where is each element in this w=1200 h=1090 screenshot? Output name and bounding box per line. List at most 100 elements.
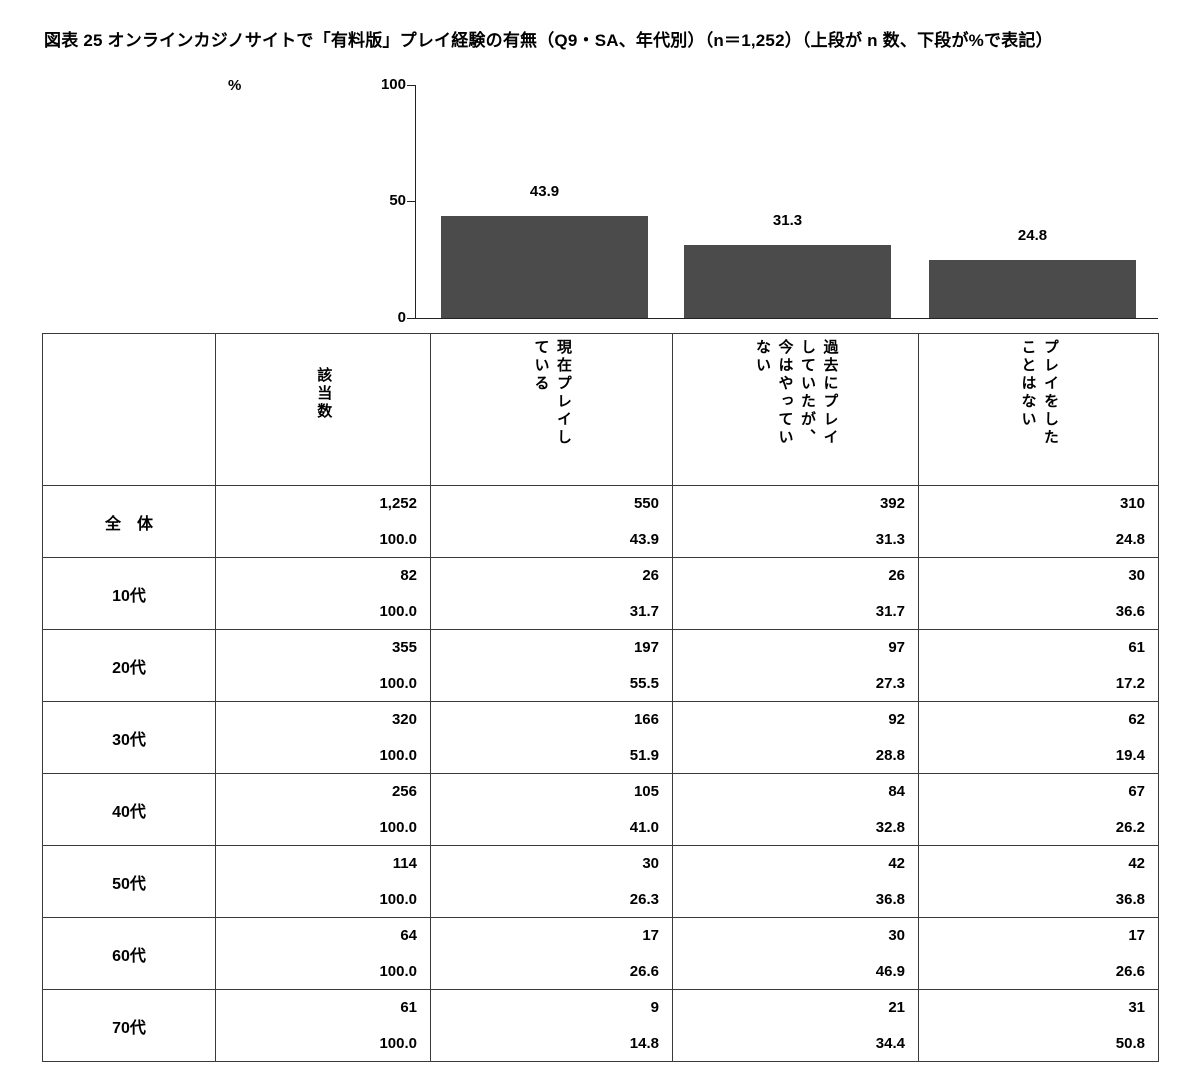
y-tick-label-100: 100	[380, 76, 406, 93]
table-cell: 30 26.3	[431, 846, 673, 918]
figure-title: 図表 25 オンラインカジノサイトで「有料版」プレイ経験の有無（Q9・SA、年代…	[44, 31, 1053, 50]
table-cell: 31 50.8	[919, 990, 1159, 1062]
pct-value: 27.3	[875, 674, 905, 692]
table-cell: 17 26.6	[919, 918, 1159, 990]
pct-value: 100.0	[379, 530, 417, 548]
y-tick-label-0: 0	[397, 309, 406, 326]
row-label: 60代	[43, 918, 216, 990]
table-cell: 42 36.8	[673, 846, 919, 918]
table-cell: 92 28.8	[673, 702, 919, 774]
pct-value: 19.4	[1115, 746, 1145, 764]
y-tick-label-50: 50	[389, 192, 406, 209]
n-value: 30	[1128, 567, 1145, 585]
pct-value: 31.3	[875, 530, 905, 548]
table-cell: 61 17.2	[919, 630, 1159, 702]
pct-value: 51.9	[629, 746, 659, 764]
n-value: 30	[888, 927, 905, 945]
n-value: 31	[1128, 999, 1145, 1017]
table-cell: 17 26.6	[431, 918, 673, 990]
column-header: 過去にプレイしていたが、今はやっていない	[673, 334, 919, 486]
row-label: 50代	[43, 846, 216, 918]
table-cell: 61 100.0	[216, 990, 431, 1062]
column-header: 該当数	[216, 334, 431, 486]
column-header-text: 過去にプレイしていたが、今はやっていない	[754, 339, 839, 447]
pct-value: 100.0	[379, 1034, 417, 1052]
table-cell: 320 100.0	[216, 702, 431, 774]
row-label: 10代	[43, 558, 216, 630]
n-value: 355	[391, 639, 417, 657]
n-value: 21	[888, 999, 905, 1017]
pct-value: 46.9	[875, 962, 905, 980]
table-cell: 550 43.9	[431, 486, 673, 558]
pct-value: 26.3	[629, 890, 659, 908]
pct-value: 43.9	[629, 530, 659, 548]
table-cell: 26 31.7	[673, 558, 919, 630]
n-value: 61	[400, 999, 417, 1017]
n-value: 67	[1128, 783, 1145, 801]
n-value: 17	[642, 927, 659, 945]
bar-0	[441, 216, 648, 318]
pct-value: 34.4	[875, 1034, 905, 1052]
table-cell: 30 46.9	[673, 918, 919, 990]
table-cell: 42 36.8	[919, 846, 1159, 918]
n-value: 550	[633, 495, 659, 513]
n-value: 42	[1128, 855, 1145, 873]
pct-value: 24.8	[1115, 530, 1145, 548]
pct-value: 100.0	[379, 746, 417, 764]
pct-value: 50.8	[1115, 1034, 1145, 1052]
column-header-text: 現在プレイしている	[532, 339, 573, 447]
y-tick-mark	[407, 85, 415, 86]
pct-value: 100.0	[379, 890, 417, 908]
n-value: 320	[391, 711, 417, 729]
bar-value-label: 43.9	[529, 183, 560, 200]
bar-value-label: 31.3	[772, 212, 803, 229]
n-value: 256	[391, 783, 417, 801]
pct-value: 28.8	[875, 746, 905, 764]
table-cell: 105 41.0	[431, 774, 673, 846]
pct-value: 36.8	[1115, 890, 1145, 908]
n-value: 197	[633, 639, 659, 657]
column-header: 現在プレイしている	[431, 334, 673, 486]
row-label: 20代	[43, 630, 216, 702]
x-axis-line	[415, 318, 1158, 319]
n-value: 30	[642, 855, 659, 873]
n-value: 26	[642, 567, 659, 585]
table-cell: 392 31.3	[673, 486, 919, 558]
table-cell: 97 27.3	[673, 630, 919, 702]
n-value: 97	[888, 639, 905, 657]
row-label: 70代	[43, 990, 216, 1062]
n-value: 166	[633, 711, 659, 729]
table-cell: 30 36.6	[919, 558, 1159, 630]
column-header-text: 該当数	[315, 367, 333, 421]
pct-value: 17.2	[1115, 674, 1145, 692]
table-cell: 9 14.8	[431, 990, 673, 1062]
pct-value: 36.6	[1115, 602, 1145, 620]
bar-2	[929, 260, 1136, 318]
n-value: 310	[1119, 495, 1145, 513]
pct-value: 26.6	[1115, 962, 1145, 980]
pct-value: 32.8	[875, 818, 905, 836]
row-label: 全 体	[43, 486, 216, 558]
pct-value: 55.5	[629, 674, 659, 692]
pct-value: 26.6	[629, 962, 659, 980]
n-value: 105	[633, 783, 659, 801]
n-value: 17	[1128, 927, 1145, 945]
y-tick-mark	[407, 201, 415, 202]
table-cell: 26 31.7	[431, 558, 673, 630]
table-cell: 21 34.4	[673, 990, 919, 1062]
pct-value: 26.2	[1115, 818, 1145, 836]
n-value: 92	[888, 711, 905, 729]
y-axis-line	[415, 85, 416, 318]
column-header: プレイをしたことはない	[919, 334, 1159, 486]
y-axis-unit-label: %	[228, 77, 242, 94]
table-cell: 1,252 100.0	[216, 486, 431, 558]
n-value: 61	[1128, 639, 1145, 657]
pct-value: 14.8	[629, 1034, 659, 1052]
pct-value: 31.7	[629, 602, 659, 620]
n-value: 82	[400, 567, 417, 585]
pct-value: 36.8	[875, 890, 905, 908]
n-value: 392	[879, 495, 905, 513]
n-value: 42	[888, 855, 905, 873]
